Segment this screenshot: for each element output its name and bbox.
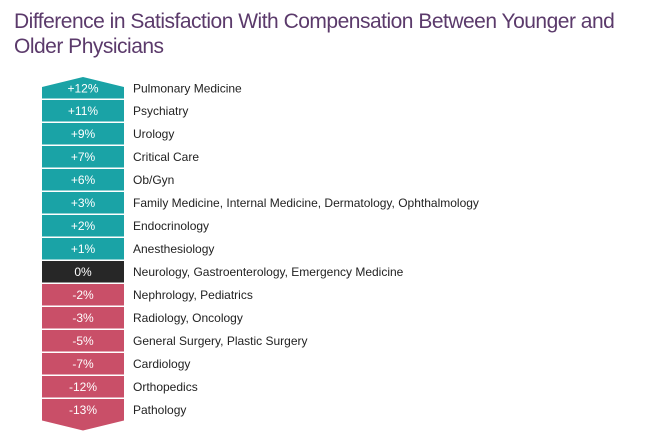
bar-segment [42, 215, 124, 237]
value-label: +7% [71, 150, 96, 164]
bar-segment [42, 307, 124, 329]
category-label: Psychiatry [133, 104, 188, 118]
value-label: +6% [71, 173, 96, 187]
value-label: -12% [69, 380, 97, 394]
chart-title: Difference in Satisfaction With Compensa… [14, 10, 615, 58]
bar-segment [42, 399, 124, 431]
value-label: +11% [68, 104, 98, 118]
category-label: Pulmonary Medicine [133, 82, 242, 96]
category-label: Pathology [133, 403, 186, 417]
category-label: Critical Care [133, 150, 199, 164]
bar-segment [42, 261, 124, 283]
category-label: Anesthesiology [133, 242, 214, 256]
value-label: +12% [67, 82, 98, 96]
category-label: Family Medicine, Internal Medicine, Derm… [133, 196, 479, 210]
category-label: Endocrinology [133, 219, 209, 233]
bar-segment [42, 330, 124, 352]
bar-segment [42, 100, 124, 122]
bar-segment [42, 77, 124, 99]
bar-segment [42, 353, 124, 375]
category-label: General Surgery, Plastic Surgery [133, 334, 308, 348]
value-label: +9% [71, 127, 96, 141]
bar-segment [42, 169, 124, 191]
category-label: Urology [133, 127, 174, 141]
value-label: -13% [69, 403, 97, 417]
chart-rows: +12% Pulmonary Medicine +11% Psychiatry +9% U… [42, 77, 479, 431]
value-label: 0% [74, 265, 92, 279]
bar-segment [42, 123, 124, 145]
value-label: -5% [72, 334, 94, 348]
category-label: Orthopedics [133, 380, 198, 394]
value-label: +2% [71, 219, 96, 233]
bar-segment [42, 284, 124, 306]
value-label: -7% [72, 357, 94, 371]
bar-segment [42, 238, 124, 260]
value-label: +3% [71, 196, 96, 210]
value-label: -3% [72, 311, 94, 325]
category-label: Nephrology, Pediatrics [133, 288, 253, 302]
bar-segment [42, 376, 124, 398]
bar-segment [42, 146, 124, 168]
category-label: Ob/Gyn [133, 173, 174, 187]
value-label: +1% [71, 242, 96, 256]
value-label: -2% [72, 288, 94, 302]
category-label: Neurology, Gastroenterology, Emergency M… [133, 265, 404, 279]
category-label: Radiology, Oncology [133, 311, 243, 325]
category-label: Cardiology [133, 357, 190, 371]
bar-segment [42, 192, 124, 214]
